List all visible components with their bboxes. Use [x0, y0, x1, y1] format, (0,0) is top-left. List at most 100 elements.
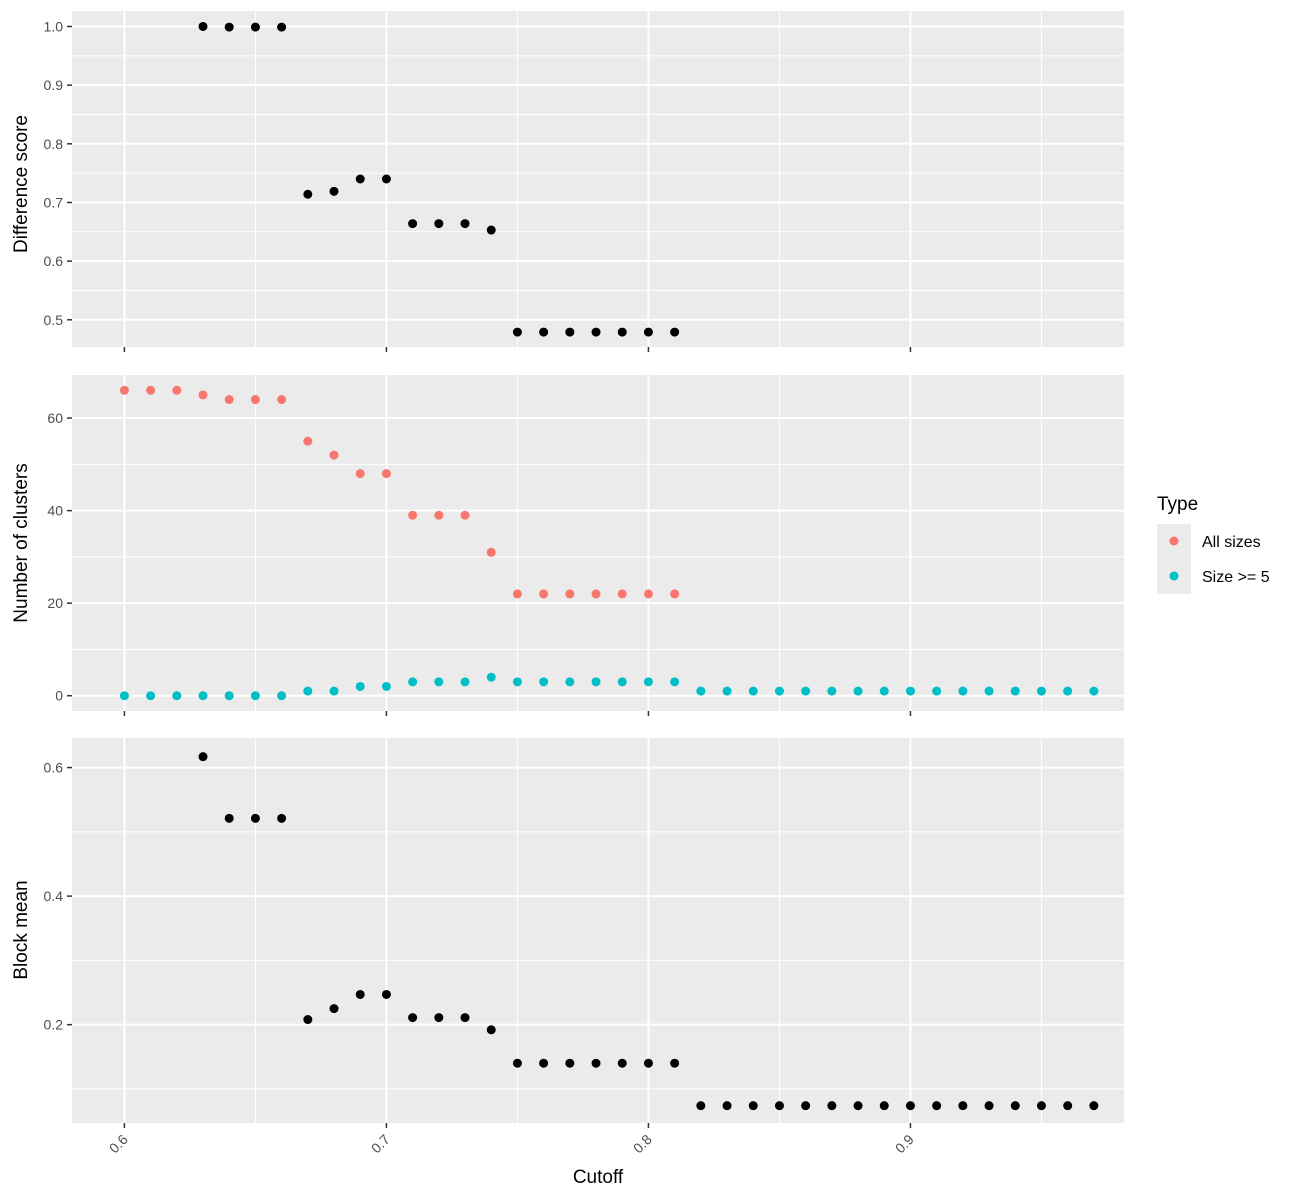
data-point: [486, 225, 496, 235]
data-point: [539, 1058, 549, 1068]
data-point: [434, 219, 444, 229]
panel-1-y-tick-label: 0.6: [44, 253, 64, 269]
data-point: [1089, 686, 1099, 696]
panels-layer: 0.5 0.6 0.7 0.8 0.9 1.0 Difference score 0 20 40 6…: [11, 11, 1124, 1156]
data-point: [591, 327, 601, 337]
data-point: [198, 390, 208, 400]
data-point: [643, 1058, 653, 1068]
data-point: [774, 686, 784, 696]
data-point: [172, 385, 182, 395]
data-point: [329, 1004, 339, 1014]
panel-3-y-tick-label: 0.2: [44, 1017, 64, 1033]
data-point: [617, 327, 627, 337]
data-point: [932, 1101, 942, 1111]
data-point: [277, 691, 287, 701]
data-point: [565, 1058, 575, 1068]
panel-3-background: [72, 738, 1124, 1123]
data-point: [329, 186, 339, 196]
data-point: [460, 219, 470, 229]
panel-3-y-tick-label: 0.6: [44, 760, 64, 776]
data-point: [670, 1058, 680, 1068]
data-point: [303, 686, 313, 696]
panel-1: 0.5 0.6 0.7 0.8 0.9 1.0 Difference score: [11, 11, 1124, 352]
data-point: [460, 677, 470, 687]
panel-1-y-axis-title: Difference score: [11, 115, 32, 253]
data-point: [250, 395, 260, 405]
panel-3-y-tick-label: 0.4: [44, 888, 64, 904]
data-point: [984, 1101, 994, 1111]
data-point: [381, 174, 391, 184]
data-point: [748, 1101, 758, 1111]
data-point: [670, 589, 680, 599]
data-point: [486, 1025, 496, 1035]
data-point: [984, 686, 994, 696]
data-point: [932, 686, 942, 696]
data-point: [617, 589, 627, 599]
data-point: [1063, 1101, 1073, 1111]
panel-3-series-1: [198, 752, 1099, 1111]
data-point: [250, 813, 260, 823]
data-point: [381, 681, 391, 691]
data-point: [670, 677, 680, 687]
data-point: [303, 1015, 313, 1025]
data-point: [958, 686, 968, 696]
panel-1-series-1: [198, 21, 680, 337]
data-point: [250, 691, 260, 701]
data-point: [696, 686, 706, 696]
legend-title: Type: [1157, 494, 1198, 515]
panel-2-series-size-5: [119, 672, 1099, 701]
panel-2: 0 20 40 60 Number of clusters: [11, 375, 1124, 716]
panel-1-y-tick-label: 0.8: [44, 136, 64, 152]
data-point: [250, 22, 260, 32]
data-point: [408, 677, 418, 687]
panel-1-y-tick-label: 1.0: [44, 18, 64, 34]
data-point: [408, 219, 418, 229]
data-point: [303, 189, 313, 199]
data-point: [486, 547, 496, 557]
data-point: [434, 677, 444, 687]
data-point: [617, 1058, 627, 1068]
panel-2-y-tick-label: 0: [55, 688, 63, 704]
panel-1-background: [72, 11, 1124, 347]
data-point: [801, 686, 811, 696]
data-point: [381, 469, 391, 479]
data-point: [355, 681, 365, 691]
data-point: [408, 1013, 418, 1023]
data-point: [774, 1101, 784, 1111]
data-point: [224, 22, 234, 32]
data-point: [539, 677, 549, 687]
panel-2-y-tick-label: 20: [47, 595, 63, 611]
data-point: [1063, 686, 1073, 696]
data-point: [565, 327, 575, 337]
data-point: [879, 686, 889, 696]
data-point: [879, 1101, 889, 1111]
data-point: [512, 327, 522, 337]
data-point: [198, 21, 208, 31]
data-point: [591, 1058, 601, 1068]
legend-key-all-sizes: [1169, 536, 1179, 546]
data-point: [303, 436, 313, 446]
data-point: [146, 385, 156, 395]
data-point: [827, 1101, 837, 1111]
data-point: [539, 327, 549, 337]
data-point: [355, 174, 365, 184]
data-point: [617, 677, 627, 687]
data-point: [591, 589, 601, 599]
panel-2-y-axis-title: Number of clusters: [11, 463, 32, 622]
data-point: [565, 589, 575, 599]
data-point: [853, 686, 863, 696]
panel-2-series-all-sizes: [119, 385, 680, 599]
x-tick-label: 0.9: [892, 1131, 917, 1156]
data-point: [905, 686, 915, 696]
x-axis-title: Cutoff: [573, 1167, 624, 1188]
data-point: [460, 510, 470, 520]
data-point: [512, 677, 522, 687]
panel-1-y-tick-label: 0.9: [44, 77, 64, 93]
data-point: [512, 589, 522, 599]
data-point: [277, 813, 287, 823]
data-point: [670, 327, 680, 337]
x-tick-label: 0.8: [630, 1131, 655, 1156]
data-point: [434, 1013, 444, 1023]
data-point: [1036, 686, 1046, 696]
